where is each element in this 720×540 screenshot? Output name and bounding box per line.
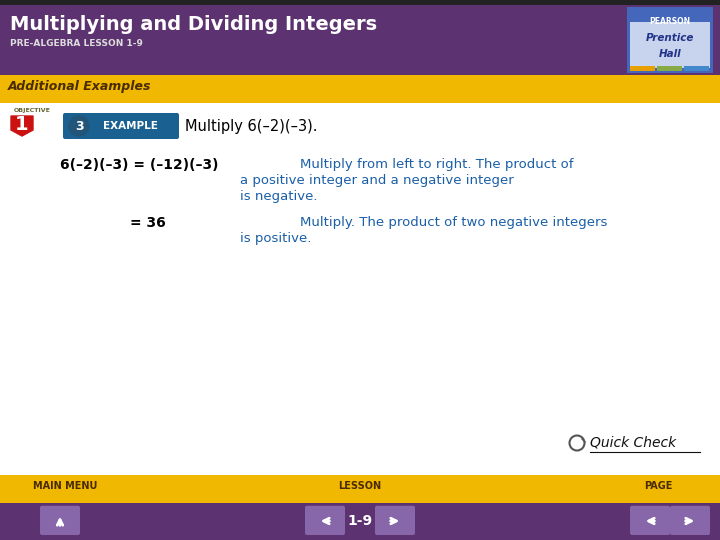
Text: Multiply. The product of two negative integers: Multiply. The product of two negative in… xyxy=(300,216,608,229)
Text: a positive integer and a negative integer: a positive integer and a negative intege… xyxy=(240,174,514,187)
Text: is negative.: is negative. xyxy=(240,190,318,203)
FancyBboxPatch shape xyxy=(630,22,710,68)
Text: Multiplying and Dividing Integers: Multiplying and Dividing Integers xyxy=(10,15,377,34)
Circle shape xyxy=(69,116,89,136)
Text: Prentice: Prentice xyxy=(646,33,694,43)
Text: Multiply from left to right. The product of: Multiply from left to right. The product… xyxy=(300,158,574,171)
FancyBboxPatch shape xyxy=(0,75,720,103)
FancyBboxPatch shape xyxy=(630,506,670,535)
Text: = 36: = 36 xyxy=(130,216,166,230)
FancyBboxPatch shape xyxy=(684,66,709,71)
FancyBboxPatch shape xyxy=(0,503,720,540)
FancyBboxPatch shape xyxy=(627,7,713,73)
FancyBboxPatch shape xyxy=(63,113,179,139)
Text: PRE-ALGEBRA LESSON 1-9: PRE-ALGEBRA LESSON 1-9 xyxy=(10,39,143,48)
Text: OBJECTIVE: OBJECTIVE xyxy=(14,108,51,113)
FancyBboxPatch shape xyxy=(630,66,655,71)
Text: PEARSON: PEARSON xyxy=(649,17,690,26)
Text: PAGE: PAGE xyxy=(644,481,672,491)
Text: Additional Examples: Additional Examples xyxy=(8,80,151,93)
Text: Quick Check: Quick Check xyxy=(590,435,676,449)
Text: LESSON: LESSON xyxy=(338,481,382,491)
Text: Hall: Hall xyxy=(659,49,681,59)
FancyBboxPatch shape xyxy=(0,0,720,5)
Text: Multiply 6(–2)(–3).: Multiply 6(–2)(–3). xyxy=(185,118,318,133)
Text: 6(–2)(–3) = (–12)(–3): 6(–2)(–3) = (–12)(–3) xyxy=(60,158,218,172)
FancyBboxPatch shape xyxy=(305,506,345,535)
Text: 1: 1 xyxy=(15,116,29,134)
Text: 3: 3 xyxy=(75,119,84,132)
Text: EXAMPLE: EXAMPLE xyxy=(102,121,158,131)
FancyBboxPatch shape xyxy=(40,506,80,535)
Text: 1-9: 1-9 xyxy=(348,514,372,528)
FancyBboxPatch shape xyxy=(0,475,720,503)
FancyBboxPatch shape xyxy=(670,506,710,535)
Polygon shape xyxy=(11,116,33,136)
Text: is positive.: is positive. xyxy=(240,232,311,245)
FancyBboxPatch shape xyxy=(657,66,682,71)
Text: MAIN MENU: MAIN MENU xyxy=(33,481,97,491)
FancyBboxPatch shape xyxy=(0,5,720,75)
FancyBboxPatch shape xyxy=(375,506,415,535)
